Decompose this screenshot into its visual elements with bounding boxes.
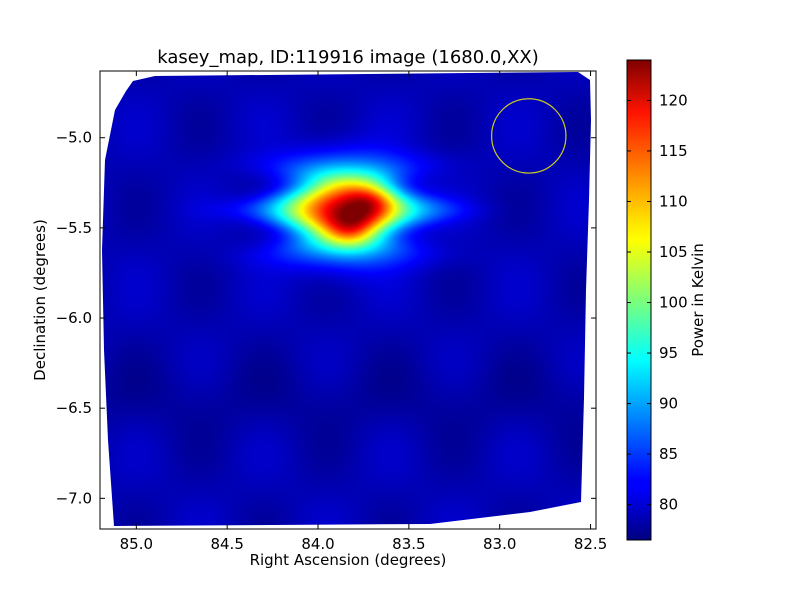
colorbar-tick-label: 90 (659, 395, 678, 413)
y-tick-label: −5.5 (56, 219, 92, 237)
y-tick-label: −6.5 (56, 399, 92, 417)
colorbar-tick-label: 95 (659, 344, 678, 362)
x-tick-label: 84.0 (301, 535, 334, 553)
beam-circle (491, 98, 567, 174)
x-tick-label: 83.5 (392, 535, 425, 553)
colorbar-tick-label: 115 (659, 142, 688, 160)
colorbar-gradient (626, 59, 652, 541)
x-tick-label: 83.0 (483, 535, 516, 553)
y-tick-label: −7.0 (56, 489, 92, 507)
y-tick-label: −6.0 (56, 309, 92, 327)
colorbar-ticks: 80 85 90 95 100 105 110 115 120 (627, 91, 688, 514)
colorbar-tick-label: 110 (659, 192, 688, 210)
x-axis-label: Right Ascension (degrees) (250, 551, 447, 569)
colorbar-tick-label: 85 (659, 445, 678, 463)
y-axis-ticks: −5.0 −5.5 −6.0 −6.5 −7.0 (56, 129, 596, 507)
colorbar-tick-label: 120 (659, 91, 688, 109)
plot-frame (99, 70, 597, 530)
intensity-field (102, 72, 591, 526)
heatmap-image (102, 72, 591, 526)
x-tick-label: 82.5 (574, 535, 607, 553)
colorbar-tick-label: 105 (659, 243, 688, 261)
chart-title: kasey_map, ID:119916 image (1680.0,XX) (157, 47, 539, 68)
x-tick-label: 85.0 (120, 535, 153, 553)
y-axis-label: Declination (degrees) (31, 219, 49, 381)
colorbar: 80 85 90 95 100 105 110 115 120 Power in Kelvin (626, 59, 707, 541)
colorbar-tick-label: 100 (659, 294, 688, 312)
y-tick-label: −5.0 (56, 129, 92, 147)
colorbar-tick-label: 80 (659, 496, 678, 514)
x-axis-ticks: 85.0 84.5 84.0 83.5 83.0 82.5 (120, 71, 607, 553)
x-tick-label: 84.5 (210, 535, 243, 553)
colorbar-label: Power in Kelvin (689, 243, 707, 357)
